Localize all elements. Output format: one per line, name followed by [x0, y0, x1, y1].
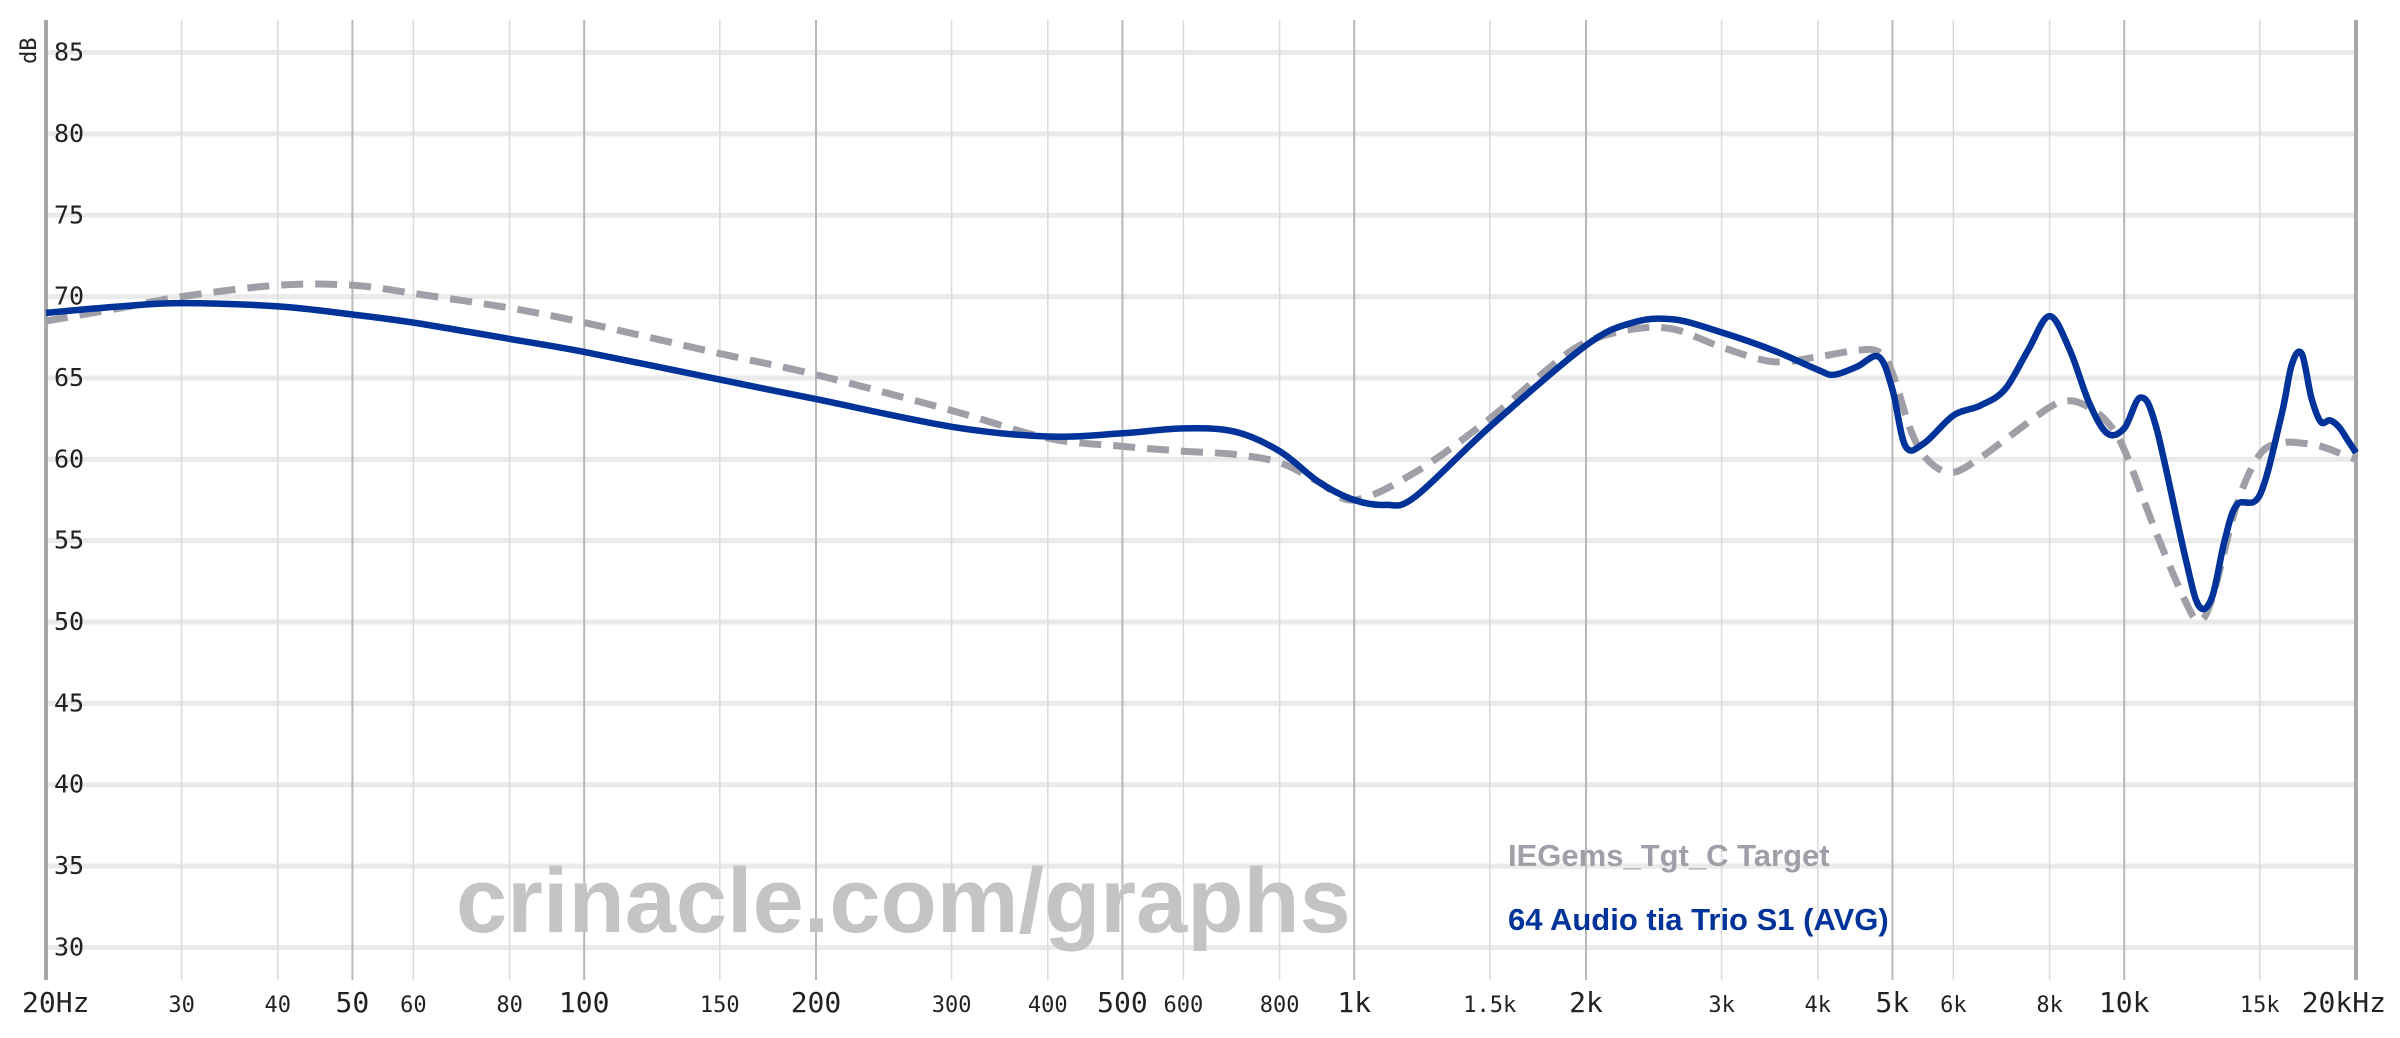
y-tick-label-65: 65: [54, 363, 84, 392]
legend-entry-measurement: 64 Audio tia Trio S1 (AVG): [1508, 902, 1889, 937]
watermark-text: crinacle.com/graphs: [456, 850, 1351, 952]
legend: IEGems_Tgt_C Target 64 Audio tia Trio S1 …: [1508, 838, 1889, 937]
x-tick-label-800: 800: [1260, 993, 1300, 1018]
y-tick-label-35: 35: [54, 851, 84, 880]
x-tick-label-1k: 1k: [1337, 986, 1371, 1019]
x-grid: [45, 20, 2357, 980]
y-tick-label-80: 80: [54, 119, 84, 148]
x-tick-label-400: 400: [1028, 993, 1068, 1018]
y-tick-label-55: 55: [54, 526, 84, 555]
axes: [44, 20, 2358, 980]
x-tick-label-50: 50: [336, 986, 370, 1019]
x-tick-labels: 20Hz 30 40 50 60 80 100 150 200 300 400 500 600 800 1k…: [22, 986, 2386, 1019]
y-tick-label-70: 70: [54, 282, 84, 311]
x-tick-label-6k: 6k: [1940, 993, 1967, 1018]
target-curve: [45, 280, 2358, 624]
x-tick-label-30: 30: [168, 993, 195, 1018]
x-tick-label-500: 500: [1097, 986, 1148, 1019]
x-tick-label-3k: 3k: [1708, 993, 1735, 1018]
x-tick-label-80: 80: [496, 993, 523, 1018]
x-tick-label-2k: 2k: [1569, 986, 1603, 1019]
y-tick-label-75: 75: [54, 200, 84, 229]
x-tick-label-20kHz: 20kHz: [2302, 986, 2386, 1019]
x-tick-label-8k: 8k: [2036, 993, 2063, 1018]
x-tick-label-600: 600: [1164, 993, 1204, 1018]
measurement-curve: [45, 299, 2359, 613]
x-tick-label-60: 60: [400, 993, 427, 1018]
x-tick-label-40: 40: [265, 993, 292, 1018]
y-tick-label-40: 40: [54, 770, 84, 799]
y-tick-label-45: 45: [54, 688, 84, 717]
legend-entry-target: IEGems_Tgt_C Target: [1508, 838, 1830, 873]
y-axis-unit-label: dB: [17, 38, 42, 65]
x-tick-label-20Hz: 20Hz: [22, 986, 89, 1019]
x-tick-label-4k: 4k: [1805, 993, 1832, 1018]
x-tick-label-200: 200: [791, 986, 842, 1019]
y-tick-label-50: 50: [54, 607, 84, 636]
y-grid: [46, 50, 2356, 950]
x-tick-label-5k: 5k: [1876, 986, 1910, 1019]
y-tick-label-30: 30: [54, 932, 84, 961]
x-tick-label-10k: 10k: [2099, 986, 2150, 1019]
x-tick-label-15k: 15k: [2240, 993, 2280, 1018]
series-lines: [45, 280, 2359, 624]
y-tick-label-85: 85: [54, 38, 84, 67]
y-tick-labels: 85 80 75 70 65 60 55 50 45 40 35 30: [54, 38, 84, 962]
y-tick-label-60: 60: [54, 444, 84, 473]
x-tick-label-300: 300: [932, 993, 972, 1018]
x-tick-label-1.5k: 1.5k: [1463, 993, 1516, 1018]
x-tick-label-100: 100: [559, 986, 610, 1019]
x-tick-label-150: 150: [700, 993, 740, 1018]
